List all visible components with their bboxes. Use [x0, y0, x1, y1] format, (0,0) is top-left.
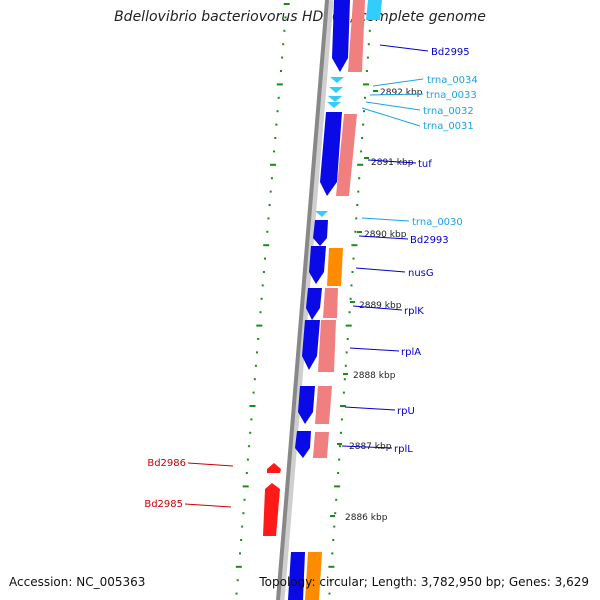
cog-block-nusg: [327, 248, 343, 286]
gene-block-rpla[interactable]: [302, 320, 320, 370]
scale-label-2892: 2892 kbp: [380, 88, 423, 98]
reverse-cds-track: [263, 463, 281, 536]
cog-block-bd2995: [348, 0, 365, 72]
gene-block-bd2993[interactable]: [313, 220, 328, 246]
cog-block-rpll: [313, 432, 329, 458]
gene-block-bd2986[interactable]: [267, 463, 281, 473]
scale-label-2890: 2890 kbp: [364, 230, 407, 240]
scale-label-2886: 2886 kbp: [345, 513, 388, 523]
forward-cds-track: [288, 0, 350, 600]
feature-label-rpll[interactable]: rplL: [394, 444, 413, 455]
gene-block-tuf[interactable]: [320, 112, 342, 196]
feature-label-bd2995[interactable]: Bd2995: [431, 47, 470, 58]
feature-label-nusg[interactable]: nusG: [408, 268, 434, 279]
backbone-shadow: [277, 0, 334, 600]
map-title: Bdellovibrio bacteriovorus HD100, comple…: [114, 9, 486, 25]
leader-lines: [184, 44, 429, 508]
trna-track: [315, 77, 344, 217]
accession-text: Accession: NC_005363: [9, 575, 146, 589]
trna-0031-arrow[interactable]: [327, 102, 341, 108]
trna-0034-arrow[interactable]: [330, 77, 344, 83]
trna-0033-arrow[interactable]: [329, 87, 343, 93]
gene-block-rplk[interactable]: [306, 288, 322, 320]
feature-label-bd2993[interactable]: Bd2993: [410, 235, 449, 246]
feature-label-trna-0030[interactable]: trna_0030: [412, 217, 463, 228]
gene-block-bd2995[interactable]: [332, 0, 350, 72]
cog-block-tuf: [336, 114, 357, 196]
feature-label-bd2985[interactable]: Bd2985: [144, 499, 183, 510]
feature-label-bd2986[interactable]: Bd2986: [147, 458, 186, 469]
cog-block-rplk: [323, 288, 338, 318]
cog-block-bottom: [305, 552, 322, 600]
cog-track: [305, 0, 382, 600]
cog-block-rpla: [318, 320, 336, 372]
cog-block-rpu: [315, 386, 332, 424]
feature-label-trna-0034[interactable]: trna_0034: [427, 75, 478, 86]
gene-block-nusg[interactable]: [309, 246, 326, 284]
gene-block-bottom[interactable]: [288, 552, 305, 600]
feature-label-trna-0033[interactable]: trna_0033: [426, 90, 477, 101]
trna-0032-arrow[interactable]: [328, 96, 342, 102]
backbone-line: [276, 0, 329, 600]
trna-block-top: [366, 0, 382, 20]
inner-tick-ring: [235, 3, 290, 595]
feature-label-trna-0032[interactable]: trna_0032: [423, 106, 474, 117]
gene-block-rpu[interactable]: [298, 386, 315, 424]
topology-text: Topology: circular; Length: 3,782,950 bp…: [259, 575, 589, 589]
feature-label-rpla[interactable]: rplA: [401, 347, 421, 358]
scale-label-2891: 2891 kbp: [371, 158, 414, 168]
feature-label-tuf[interactable]: tuf: [418, 159, 432, 170]
feature-labels: Bd2995 trna_0034 trna_0033 trna_0032 trn…: [144, 47, 477, 510]
gene-block-rpll[interactable]: [295, 431, 311, 458]
gene-block-bd2985[interactable]: [263, 483, 280, 536]
trna-0030-arrow[interactable]: [315, 211, 328, 217]
scale-label-2889: 2889 kbp: [359, 301, 402, 311]
feature-label-rpu[interactable]: rpU: [397, 406, 415, 417]
feature-label-trna-0031[interactable]: trna_0031: [423, 121, 474, 132]
feature-label-rplk[interactable]: rplK: [404, 306, 424, 317]
scale-label-2888: 2888 kbp: [353, 371, 396, 381]
